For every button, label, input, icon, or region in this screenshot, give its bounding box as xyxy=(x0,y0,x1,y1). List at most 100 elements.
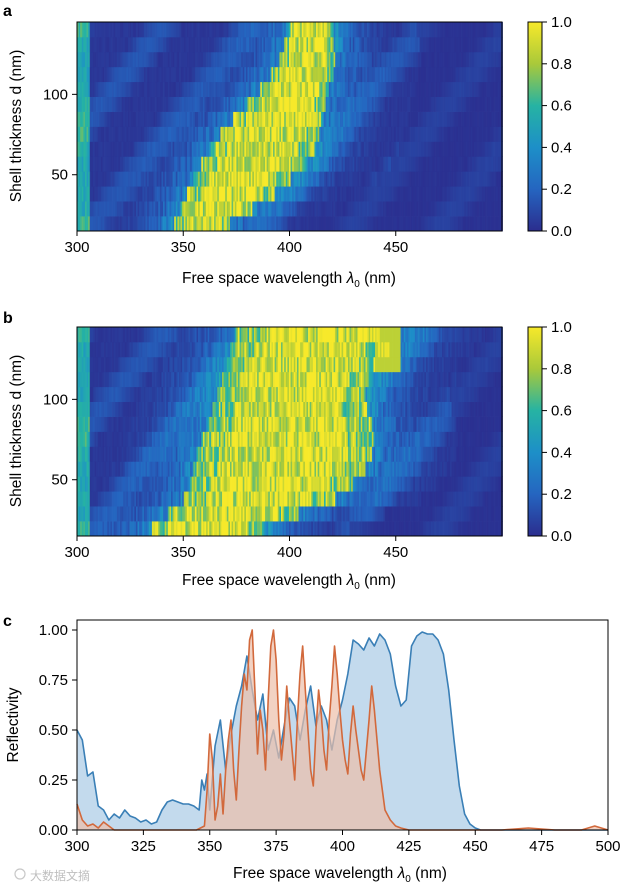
heatmap-cell xyxy=(312,111,315,127)
heatmap-cell xyxy=(96,22,99,38)
heatmap-cell xyxy=(427,36,430,53)
heatmap-cell xyxy=(386,186,389,202)
heatmap-cell xyxy=(477,491,479,507)
heatmap-cell xyxy=(143,141,146,157)
heatmap-cell xyxy=(354,51,357,68)
heatmap-cell xyxy=(271,111,274,127)
heatmap-cell xyxy=(406,491,409,507)
heatmap-cell xyxy=(131,171,134,187)
heatmap-cell xyxy=(292,506,295,522)
heatmap-cell xyxy=(435,491,438,507)
heatmap-cell xyxy=(378,521,381,537)
heatmap-cell xyxy=(475,521,478,537)
heatmap-cell xyxy=(314,186,317,202)
heatmap-cell xyxy=(279,216,282,232)
heatmap-cell xyxy=(367,51,369,68)
heatmap-cell xyxy=(378,476,381,492)
heatmap-cell xyxy=(363,66,366,83)
heatmap-cell xyxy=(489,111,492,127)
heatmap-cell xyxy=(434,141,436,157)
heatmap-cell xyxy=(477,111,479,127)
heatmap-cell xyxy=(155,506,158,522)
heatmap-cell xyxy=(274,506,277,522)
heatmap-cell xyxy=(400,491,403,507)
heatmap-cell xyxy=(214,506,216,522)
heatmap-cell xyxy=(360,22,363,38)
heatmap-cell xyxy=(367,81,369,97)
heatmap-cell xyxy=(252,521,255,537)
heatmap-cell xyxy=(206,521,209,537)
heatmap-cell xyxy=(271,521,274,537)
heatmap-cell xyxy=(363,186,366,202)
heatmap-cell xyxy=(174,22,177,38)
heatmap-cell xyxy=(325,216,328,232)
heatmap-cell xyxy=(362,126,365,142)
heatmap-cell xyxy=(445,186,448,202)
heatmap-cell xyxy=(230,216,232,232)
heatmap-cell xyxy=(258,521,261,537)
heatmap-cell xyxy=(419,36,422,53)
heatmap-cell xyxy=(120,186,122,202)
heatmap-cell xyxy=(440,491,443,507)
heatmap-cell xyxy=(77,96,79,112)
heatmap-cell xyxy=(151,476,154,492)
heatmap-cell xyxy=(306,126,309,142)
heatmap-cell xyxy=(161,216,164,232)
heatmap-cell xyxy=(80,51,83,68)
heatmap-cell xyxy=(175,66,178,83)
heatmap-cell xyxy=(220,111,223,127)
heatmap-cell xyxy=(92,141,95,157)
heatmap-cell xyxy=(113,81,116,97)
heatmap-cell xyxy=(430,96,433,112)
heatmap-cell xyxy=(78,476,81,492)
heatmap-cell xyxy=(134,521,137,537)
heatmap-cell xyxy=(252,66,255,83)
heatmap-cell xyxy=(312,96,315,112)
heatmap-cell xyxy=(324,476,326,492)
heatmap-cell xyxy=(304,201,307,217)
heatmap-cell xyxy=(225,201,228,217)
heatmap-cell xyxy=(241,476,244,492)
heatmap-cell xyxy=(467,506,470,522)
heatmap-cell xyxy=(461,66,464,83)
heatmap-cell xyxy=(296,461,299,477)
heatmap-cell xyxy=(118,521,121,537)
heatmap-cell xyxy=(140,81,143,97)
heatmap-cell xyxy=(172,201,175,217)
heatmap-cell xyxy=(322,156,325,172)
heatmap-cell xyxy=(102,22,105,38)
heatmap-cell xyxy=(233,156,236,172)
heatmap-cell xyxy=(258,126,261,142)
heatmap-cell xyxy=(405,141,408,157)
heatmap-cell xyxy=(266,506,269,522)
heatmap-cell xyxy=(89,506,92,522)
heatmap-cell xyxy=(143,216,146,232)
heatmap-cell xyxy=(432,22,435,38)
heatmap-cell xyxy=(383,171,385,187)
x-tick-label: 350 xyxy=(171,239,196,256)
heatmap-cell xyxy=(481,126,484,142)
heatmap-cell xyxy=(494,81,497,97)
heatmap-cell xyxy=(281,201,283,217)
heatmap-cell xyxy=(384,141,387,157)
heatmap-cell xyxy=(421,186,424,202)
heatmap-cell xyxy=(298,141,301,157)
heatmap-cell xyxy=(451,81,454,97)
heatmap-cell xyxy=(359,81,362,97)
heatmap-cell xyxy=(406,476,409,492)
heatmap-cell xyxy=(410,96,413,112)
heatmap-cell xyxy=(285,81,288,97)
heatmap-cell xyxy=(392,111,395,127)
heatmap-cell xyxy=(279,521,282,537)
heatmap-cell xyxy=(394,476,397,492)
heatmap-cell xyxy=(300,36,303,53)
heatmap-cell xyxy=(386,36,389,53)
heatmap-cell xyxy=(204,476,207,492)
heatmap-cell xyxy=(124,22,127,38)
heatmap-cell xyxy=(212,156,215,172)
heatmap-cell xyxy=(308,506,311,522)
heatmap-cell xyxy=(123,506,126,522)
heatmap-cell xyxy=(491,51,494,68)
heatmap-cell xyxy=(233,461,236,477)
